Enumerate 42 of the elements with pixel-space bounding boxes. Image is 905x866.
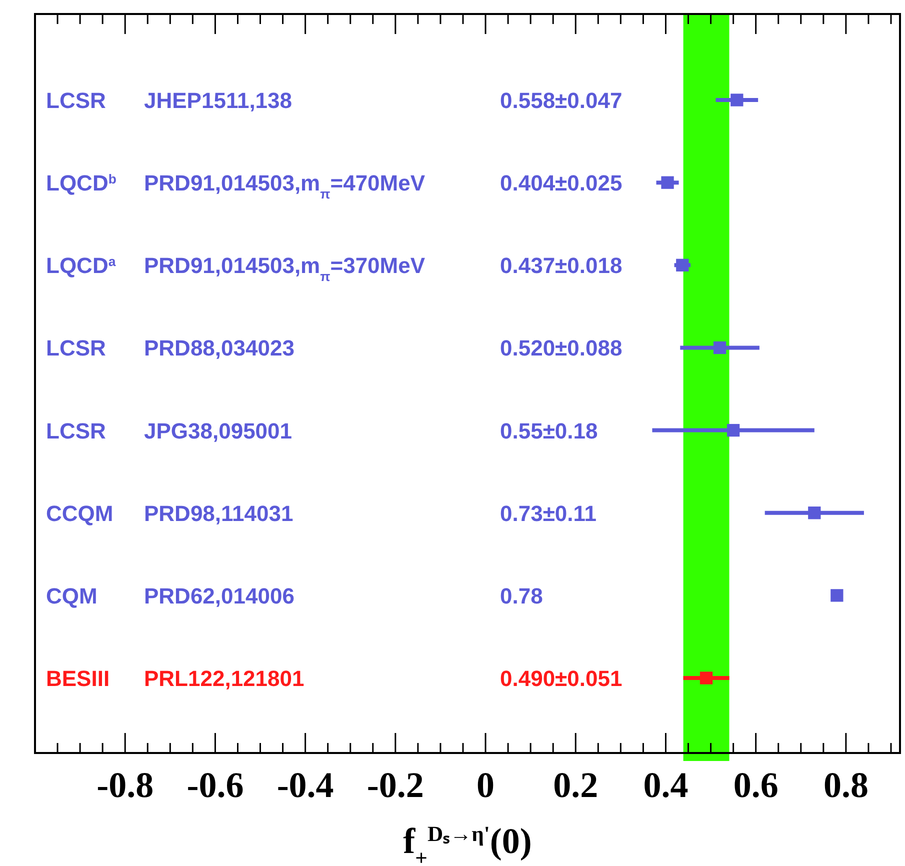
x-axis-title: f$_{+}$$^{Dₛ→η'}$(0): [403, 821, 532, 866]
x-tick-label: -0.2: [366, 765, 424, 805]
y-tick-label: CCQM: [46, 500, 114, 526]
annotation: 0.437±0.018: [500, 253, 622, 278]
x-tick-label: 0.6: [733, 765, 778, 805]
annotation: PRD91,014503,m$_{π}$=470MeV: [144, 170, 426, 202]
y-tick-label: LCSR: [46, 88, 106, 113]
annotation: JPG38,095001: [144, 418, 292, 444]
annotation: 0.520±0.088: [500, 336, 622, 361]
x-tick-label: -0.8: [96, 765, 154, 805]
annotation: 0.73±0.11: [500, 500, 596, 526]
x-tick-label: 0.2: [553, 765, 598, 805]
y-tick-label: BESIII: [46, 666, 110, 691]
annotation: PRD62,014006: [144, 583, 294, 608]
y-tick-label: LCSR: [46, 418, 106, 444]
point: [730, 94, 744, 106]
annotation: JHEP1511,138: [144, 88, 292, 113]
annotation: PRD91,014503,m$_{π}$=370MeV: [144, 253, 426, 284]
annotation: PRL122,121801: [144, 666, 304, 691]
annotation: 0.55±0.18: [500, 418, 598, 444]
point: [661, 176, 674, 189]
annotation: PRD98,114031: [144, 500, 294, 526]
annotation: 0.404±0.025: [500, 170, 622, 196]
point: [830, 589, 844, 602]
y-tick-label: LQCD$^{b}$: [46, 170, 116, 196]
x-tick-label: -0.6: [186, 765, 244, 805]
point: [808, 506, 821, 520]
x-tick-label: 0: [476, 765, 495, 805]
point: [726, 424, 740, 437]
x-tick-label: -0.4: [276, 765, 334, 805]
y-tick-label: LQCD$^{a}$: [46, 253, 116, 278]
annotation: 0.490±0.051: [500, 666, 622, 691]
point: [700, 672, 713, 684]
annotation: 0.78: [500, 583, 543, 608]
annotation: 0.558±0.047: [500, 88, 622, 113]
point: [713, 341, 726, 354]
y-tick-label: LCSR: [46, 336, 106, 361]
point: [676, 258, 689, 272]
x-tick-label: 0.4: [643, 765, 688, 805]
y-tick-label: CQM: [46, 583, 98, 608]
x-tick-label: 0.8: [823, 765, 868, 805]
annotation: PRD88,034023: [144, 336, 294, 361]
